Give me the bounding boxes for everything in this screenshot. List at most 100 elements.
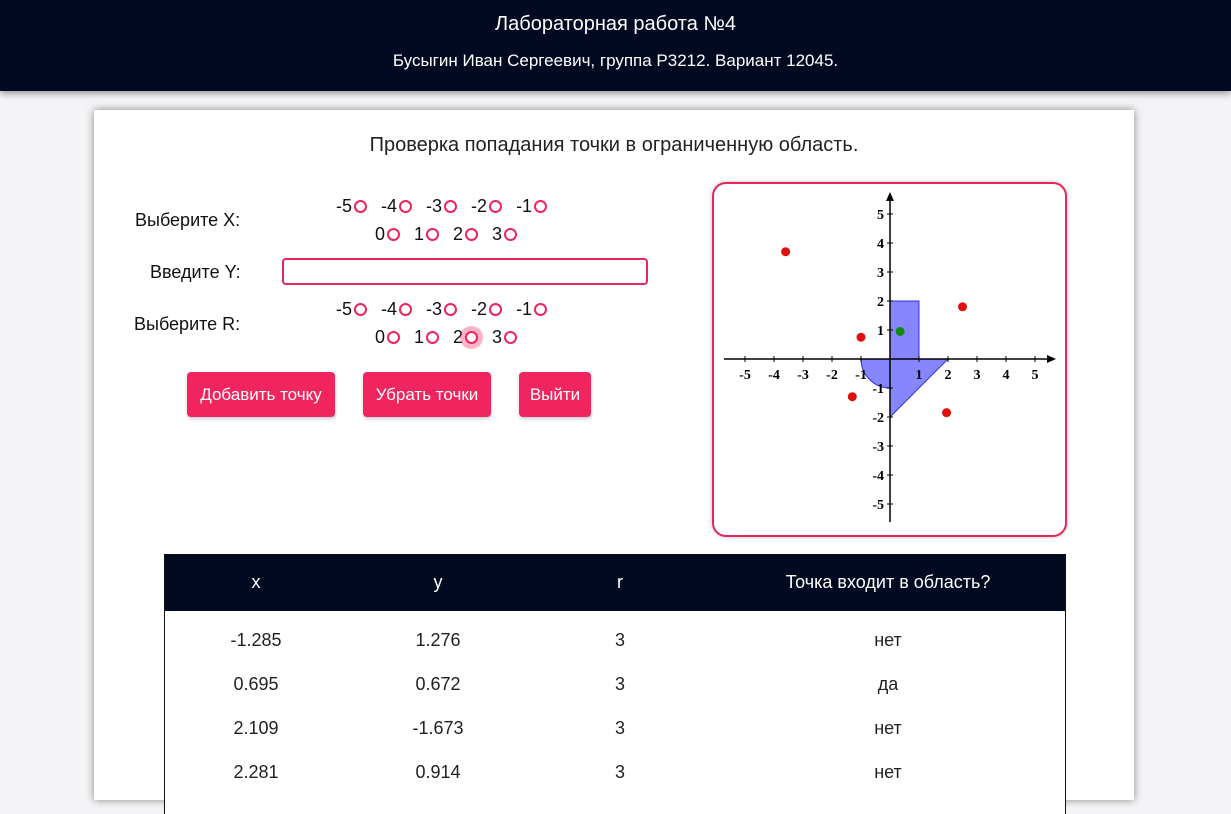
x-tick-label: -3	[797, 368, 809, 383]
x-tick-label: -2	[826, 368, 838, 383]
x-option-label: -3	[426, 196, 443, 216]
col-header-x: x	[165, 554, 347, 611]
r-radio-group-row1: -5 -4 -3 -2 -1	[336, 299, 561, 320]
r-radio[interactable]	[465, 331, 479, 344]
x-radio[interactable]	[426, 228, 440, 241]
y-tick-label: 2	[877, 295, 884, 310]
y-label: Введите Y:	[150, 262, 241, 282]
r-radio[interactable]	[354, 303, 368, 316]
r-option-label: 2	[453, 327, 464, 347]
r-option[interactable]: -3	[426, 299, 458, 320]
cell-y: -1.673	[412, 717, 464, 738]
cell-hit: нет	[874, 629, 902, 650]
miss-point-marker	[856, 332, 866, 342]
x-tick-label: -4	[768, 368, 780, 383]
x-tick-label: 4	[1003, 368, 1010, 383]
x-tick-label: -5	[739, 368, 751, 383]
r-radio[interactable]	[399, 303, 413, 316]
table-row: 0.695 0.672 3 да	[165, 662, 1065, 706]
y-tick-label: -5	[872, 498, 884, 513]
cell-r: 3	[614, 629, 625, 650]
hit-point-marker	[895, 326, 905, 336]
y-tick-label: -4	[872, 469, 884, 484]
x-radio[interactable]	[504, 228, 518, 241]
miss-point-marker	[781, 247, 791, 257]
y-tick-label: -3	[872, 440, 884, 455]
x-option-label: -4	[381, 196, 398, 216]
x-option-label: 3	[492, 224, 503, 244]
cell-y: 0.914	[415, 761, 461, 782]
table-row: -1.285 1.276 3 нет	[165, 611, 1065, 662]
x-axis-arrow-icon	[1047, 355, 1056, 363]
r-radio[interactable]	[504, 331, 518, 344]
r-option[interactable]: 1	[414, 327, 440, 348]
r-option-label: -2	[471, 299, 488, 319]
r-option[interactable]: -1	[516, 299, 548, 320]
cell-r: 3	[614, 717, 625, 738]
x-tick-label: 5	[1032, 368, 1039, 383]
y-input[interactable]	[282, 258, 648, 285]
cell-y: 0.672	[415, 673, 461, 694]
graph-panel[interactable]: -5 -4 -3 -2 -1 1 2 3 4 5 5 4 3 2 1 -1 -2 -3 -4 -5	[712, 182, 1067, 537]
cell-r: 3	[614, 761, 625, 782]
x-option[interactable]: -5	[336, 196, 368, 217]
form-heading: Проверка попадания точки в ограниченную …	[369, 134, 859, 156]
x-tick-label: 1	[916, 368, 923, 383]
x-radio[interactable]	[534, 200, 548, 213]
r-option-label: -3	[426, 299, 443, 319]
r-radio[interactable]	[444, 303, 458, 316]
x-option[interactable]: 1	[414, 224, 440, 245]
x-radio[interactable]	[489, 200, 503, 213]
x-radio[interactable]	[444, 200, 458, 213]
r-option[interactable]: 3	[492, 327, 518, 348]
x-option[interactable]: 0	[375, 224, 401, 245]
miss-point-marker	[847, 392, 857, 402]
page-header: Лабораторная работа №4 Бусыгин Иван Серг…	[0, 0, 1231, 91]
r-radio[interactable]	[489, 303, 503, 316]
x-radio[interactable]	[399, 200, 413, 213]
miss-point-marker	[942, 408, 952, 418]
r-option[interactable]: 2	[453, 327, 479, 348]
cell-x: 2.109	[233, 717, 279, 738]
r-radio[interactable]	[426, 331, 440, 344]
y-tick-label: 1	[877, 324, 884, 339]
col-header-hit: Точка входит в область?	[711, 554, 1065, 611]
r-option[interactable]: -5	[336, 299, 368, 320]
r-option-label: 1	[414, 327, 425, 347]
x-option[interactable]: -2	[471, 196, 503, 217]
x-radio[interactable]	[465, 228, 479, 241]
page-title: Лабораторная работа №4	[495, 13, 736, 35]
col-header-r: r	[529, 554, 711, 611]
r-option[interactable]: 0	[375, 327, 401, 348]
cell-hit: нет	[874, 761, 902, 782]
col-header-y: y	[347, 554, 529, 611]
cell-hit: да	[877, 673, 899, 694]
r-radio[interactable]	[387, 331, 401, 344]
x-tick-label: 2	[945, 368, 952, 383]
r-option-label: 0	[375, 327, 386, 347]
x-option[interactable]: -3	[426, 196, 458, 217]
miss-point-marker	[958, 302, 967, 312]
x-radio[interactable]	[354, 200, 368, 213]
x-option[interactable]: 2	[453, 224, 479, 245]
cell-hit: нет	[874, 717, 902, 738]
r-option[interactable]: -4	[381, 299, 413, 320]
y-tick-label: -1	[872, 382, 884, 397]
x-option[interactable]: -4	[381, 196, 413, 217]
clear-points-button[interactable]: Убрать точки	[363, 372, 491, 417]
x-option-label: -5	[336, 196, 353, 216]
x-option[interactable]: -1	[516, 196, 548, 217]
table-row: 2.281 0.914 3 нет	[165, 750, 1065, 794]
x-radio[interactable]	[387, 228, 401, 241]
cell-x: -1.285	[230, 629, 282, 650]
add-point-button[interactable]: Добавить точку	[187, 372, 335, 417]
results-table-container: x y r Точка входит в область? -1.285 1.27…	[164, 554, 1066, 814]
cell-y: 1.276	[415, 629, 461, 650]
coordinate-graph[interactable]: -5 -4 -3 -2 -1 1 2 3 4 5 5 4 3 2 1 -1 -2 -3 -4 -5	[714, 184, 1065, 535]
table-row: 2.109 -1.673 3 нет	[165, 706, 1065, 750]
exit-button[interactable]: Выйти	[519, 372, 591, 417]
x-option[interactable]: 3	[492, 224, 518, 245]
r-radio[interactable]	[534, 303, 548, 316]
r-option[interactable]: -2	[471, 299, 503, 320]
results-header-row: x y r Точка входит в область?	[165, 554, 1065, 611]
